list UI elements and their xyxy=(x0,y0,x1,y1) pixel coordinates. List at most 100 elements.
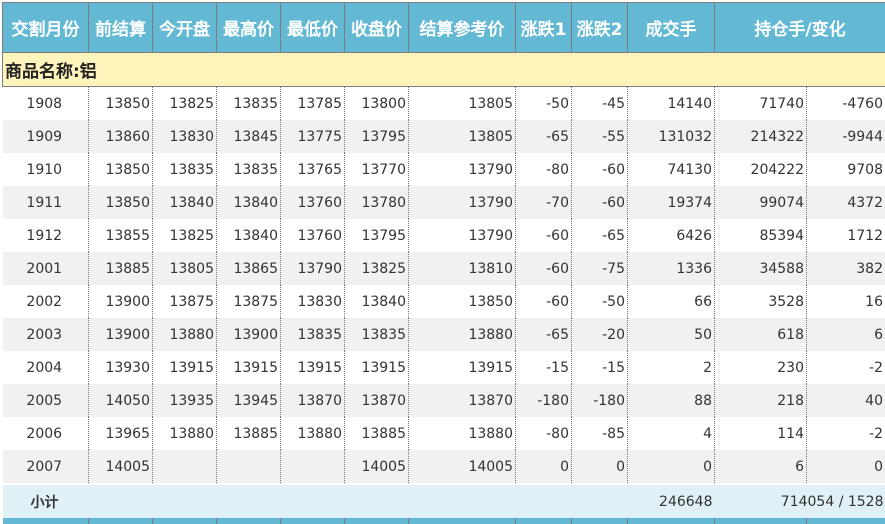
value-cell: 13935 xyxy=(153,384,217,417)
value-cell: 40 xyxy=(807,384,885,417)
value-cell: 6 xyxy=(807,318,885,351)
footer-cell xyxy=(628,518,715,524)
value-cell: -80 xyxy=(516,153,572,186)
footer-cell xyxy=(807,518,885,524)
value-cell: 13805 xyxy=(153,252,217,285)
value-cell: -2 xyxy=(807,417,885,450)
column-header[interactable]: 前结算 xyxy=(89,3,153,53)
column-header[interactable]: 涨跌1 xyxy=(516,3,572,53)
value-cell: 13930 xyxy=(89,351,153,384)
value-cell: 13880 xyxy=(281,417,345,450)
value-cell: 13870 xyxy=(345,384,409,417)
delivery-month-cell: 2004 xyxy=(3,351,89,384)
value-cell: 13945 xyxy=(217,384,281,417)
value-cell: 13965 xyxy=(89,417,153,450)
value-cell: -15 xyxy=(572,351,628,384)
column-header[interactable]: 最低价 xyxy=(281,3,345,53)
value-cell: 71740 xyxy=(715,87,807,121)
value-cell: -75 xyxy=(572,252,628,285)
value-cell: 9708 xyxy=(807,153,885,186)
value-cell: 13775 xyxy=(281,120,345,153)
value-cell: -60 xyxy=(572,186,628,219)
value-cell: 0 xyxy=(628,450,715,484)
column-header[interactable]: 持仓手/变化 xyxy=(715,3,885,53)
value-cell: 13795 xyxy=(345,219,409,252)
column-header[interactable]: 收盘价 xyxy=(345,3,409,53)
value-cell: 14005 xyxy=(409,450,516,484)
value-cell: 14005 xyxy=(345,450,409,484)
value-cell: 13915 xyxy=(409,351,516,384)
column-header[interactable]: 交割月份 xyxy=(3,3,89,53)
value-cell: 1712 xyxy=(807,219,885,252)
value-cell: 13885 xyxy=(345,417,409,450)
value-cell: 13840 xyxy=(153,186,217,219)
column-header[interactable]: 今开盘 xyxy=(153,3,217,53)
value-cell: 13900 xyxy=(89,318,153,351)
column-header[interactable]: 结算参考价 xyxy=(409,3,516,53)
column-header[interactable]: 成交手 xyxy=(628,3,715,53)
value-cell: 13885 xyxy=(217,417,281,450)
value-cell: -60 xyxy=(572,153,628,186)
value-cell: 13840 xyxy=(345,285,409,318)
footer-cell xyxy=(281,518,345,524)
value-cell: 14050 xyxy=(89,384,153,417)
value-cell: -4760 xyxy=(807,87,885,121)
value-cell: 13840 xyxy=(217,219,281,252)
value-cell: 99074 xyxy=(715,186,807,219)
value-cell: -70 xyxy=(516,186,572,219)
footer-cell xyxy=(715,518,807,524)
value-cell: 13880 xyxy=(153,318,217,351)
value-cell: 0 xyxy=(516,450,572,484)
value-cell: -80 xyxy=(516,417,572,450)
value-cell: 13760 xyxy=(281,219,345,252)
value-cell: -15 xyxy=(516,351,572,384)
value-cell xyxy=(281,450,345,484)
value-cell: -60 xyxy=(516,252,572,285)
value-cell: 13825 xyxy=(153,219,217,252)
value-cell: 13765 xyxy=(281,153,345,186)
column-header[interactable]: 涨跌2 xyxy=(572,3,628,53)
value-cell: 14140 xyxy=(628,87,715,121)
value-cell: 13870 xyxy=(409,384,516,417)
value-cell: 2 xyxy=(628,351,715,384)
footer-cell xyxy=(516,518,572,524)
delivery-month-cell: 2001 xyxy=(3,252,89,285)
value-cell: 13790 xyxy=(281,252,345,285)
value-cell: -60 xyxy=(516,285,572,318)
value-cell: -60 xyxy=(516,219,572,252)
footer-cell xyxy=(89,518,153,524)
value-cell xyxy=(153,450,217,484)
product-name: 商品名称:铝 xyxy=(3,53,885,87)
value-cell: 131032 xyxy=(628,120,715,153)
value-cell: 14005 xyxy=(89,450,153,484)
footer-cell xyxy=(572,518,628,524)
value-cell: 13805 xyxy=(409,120,516,153)
value-cell: 13880 xyxy=(153,417,217,450)
value-cell: 13850 xyxy=(89,87,153,121)
value-cell: 19374 xyxy=(628,186,715,219)
value-cell: 74130 xyxy=(628,153,715,186)
value-cell: 1336 xyxy=(628,252,715,285)
value-cell: 13835 xyxy=(217,87,281,121)
value-cell: 13835 xyxy=(281,318,345,351)
delivery-month-cell: 1911 xyxy=(3,186,89,219)
subtotal-volume: 246648 xyxy=(628,484,715,518)
value-cell: 13835 xyxy=(217,153,281,186)
value-cell: 13785 xyxy=(281,87,345,121)
value-cell: -180 xyxy=(572,384,628,417)
column-header[interactable]: 最高价 xyxy=(217,3,281,53)
